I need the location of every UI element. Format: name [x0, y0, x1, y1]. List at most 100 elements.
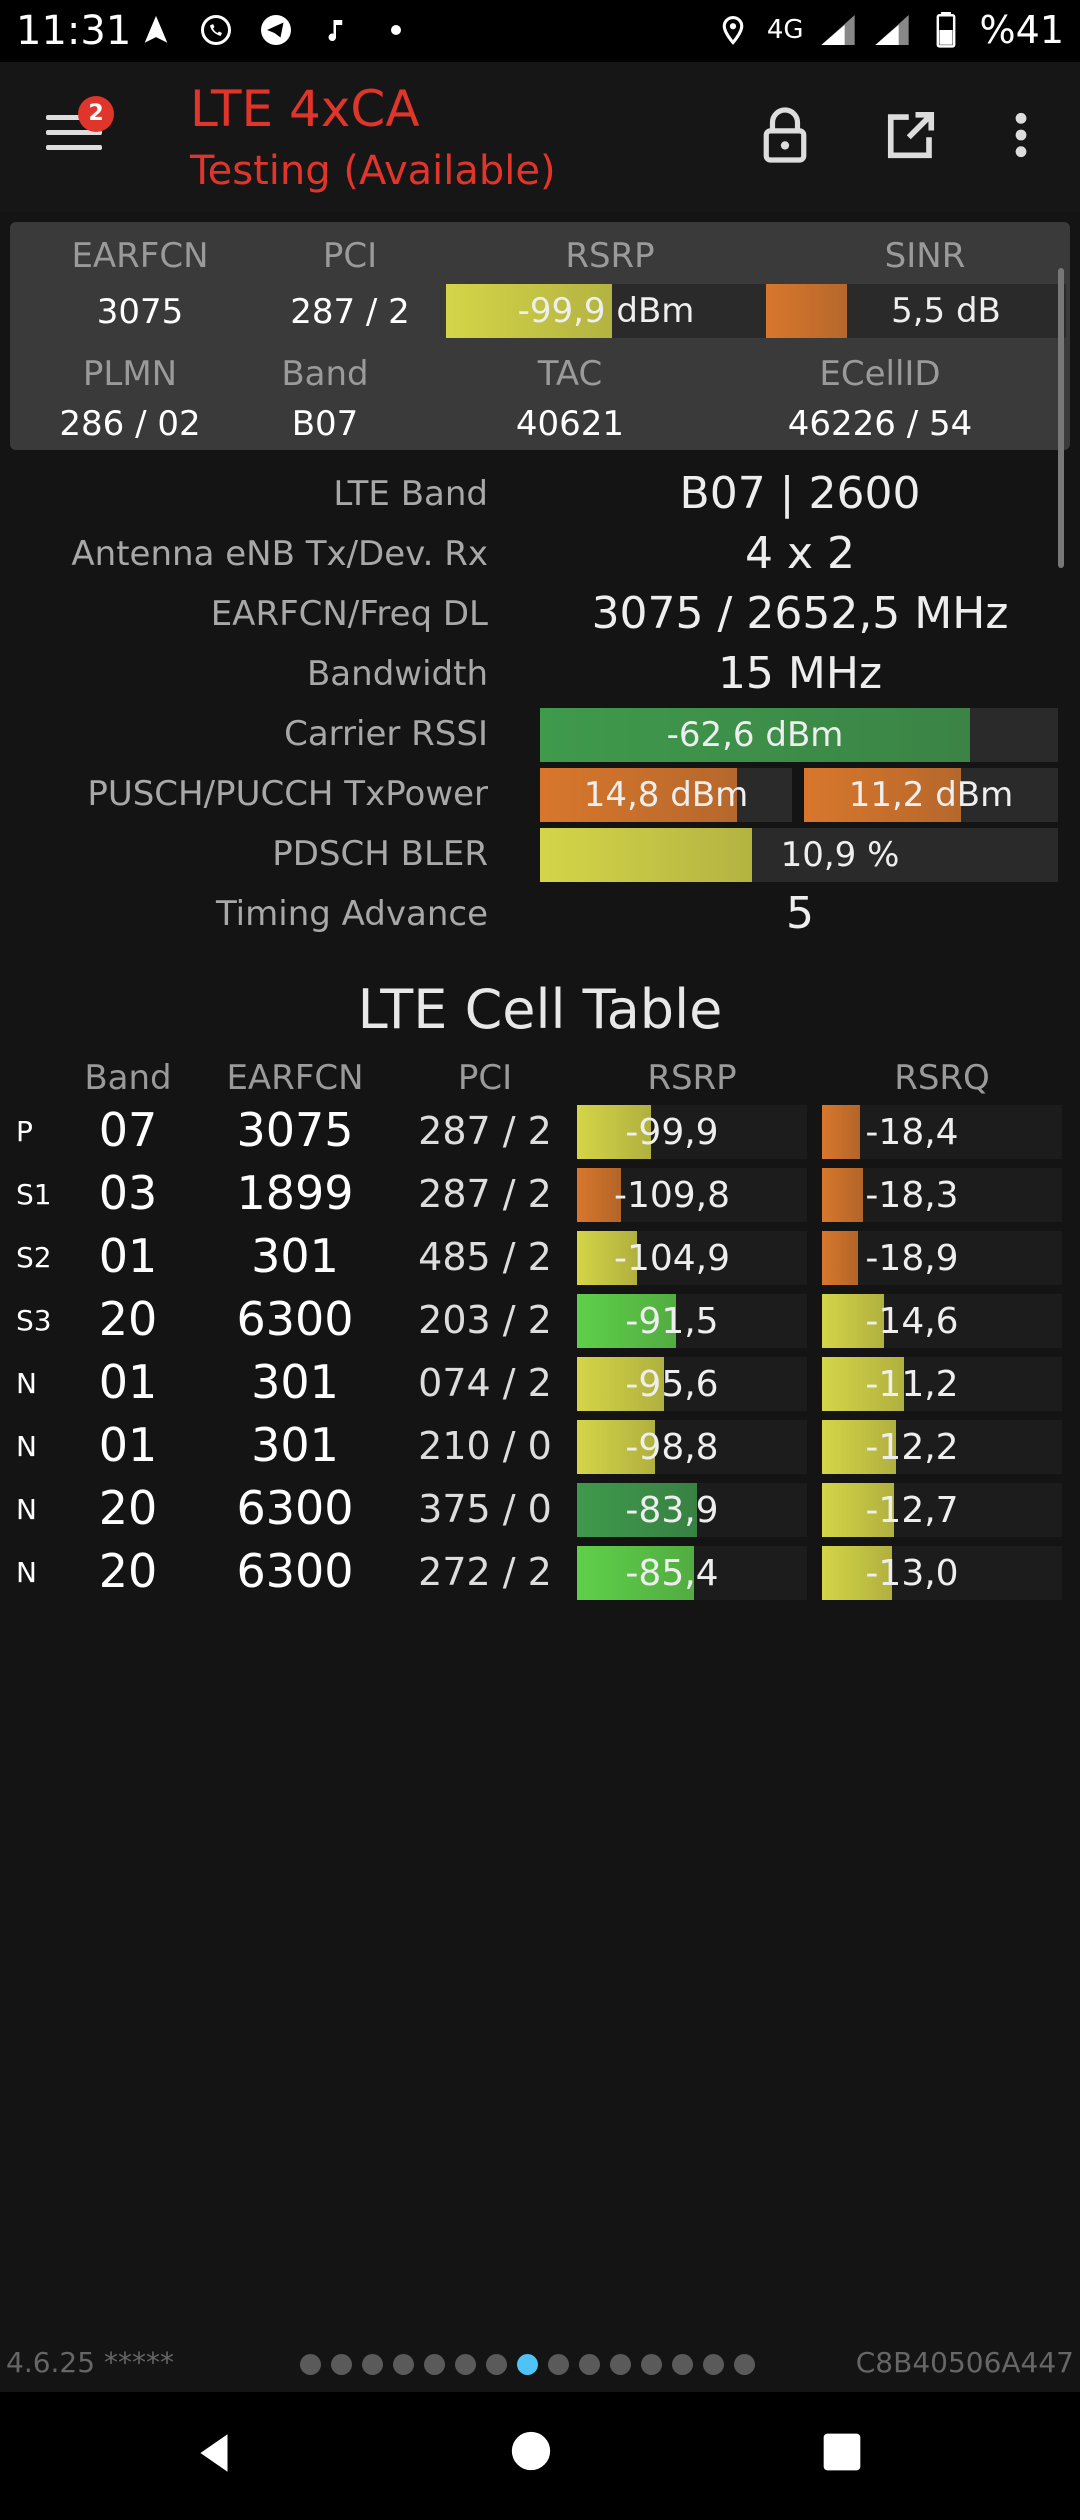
summary-sinr-fill: [766, 284, 847, 338]
summary-header-pci: PCI: [322, 236, 378, 276]
cell-rsrq-fill: [822, 1168, 863, 1222]
page-dot[interactable]: [393, 2354, 414, 2375]
cell-rsrp-value: -83,9: [625, 1489, 719, 1531]
cell-rsrq-bar: -13,0: [822, 1546, 1062, 1600]
cell-rsrp-fill: [577, 1294, 676, 1348]
cell-rsrq-value: -12,7: [865, 1489, 959, 1531]
cell-rsrq-fill: [822, 1483, 894, 1537]
cell-type: N: [16, 1556, 37, 1589]
network-type: 4G: [766, 15, 804, 45]
cell-type: S3: [16, 1304, 52, 1337]
cell-earfcn: 301: [251, 1355, 339, 1409]
antenna-value: 4 x 2: [745, 528, 855, 579]
navigation-bar: [0, 2392, 1080, 2520]
summary-plmn: 286 / 02: [59, 404, 201, 444]
app-version: 4.6.25 *****: [6, 2346, 174, 2379]
recents-icon[interactable]: [820, 2430, 880, 2490]
page-dot[interactable]: [517, 2354, 538, 2375]
page-dot[interactable]: [300, 2354, 321, 2375]
cell-band: 01: [98, 1229, 158, 1283]
page-dot[interactable]: [672, 2354, 693, 2375]
cell-rsrq-fill: [822, 1420, 897, 1474]
cell-rsrp-fill: [577, 1231, 637, 1285]
cell-rsrp-fill: [577, 1168, 621, 1222]
home-icon[interactable]: [508, 2428, 568, 2488]
table-header-pci: PCI: [457, 1058, 513, 1098]
summary-rsrp-bar: -99,9 dBm: [446, 284, 766, 338]
cell-type: N: [16, 1493, 37, 1526]
cell-rsrp-bar: -98,8: [577, 1420, 807, 1474]
cell-rsrp-value: -91,5: [625, 1300, 719, 1342]
cell-table-title: LTE Cell Table: [357, 978, 723, 1041]
status-bar: 11:31 4G %41: [0, 0, 1080, 62]
cell-rsrp-fill: [577, 1105, 651, 1159]
whatsapp-icon: [196, 10, 236, 50]
pusch-value: 14,8 dBm: [583, 775, 749, 815]
cell-earfcn: 6300: [236, 1481, 354, 1535]
cell-rsrp-bar: -95,6: [577, 1357, 807, 1411]
cell-rsrp-fill: [577, 1546, 695, 1600]
page-dot[interactable]: [703, 2354, 724, 2375]
cell-type: N: [16, 1430, 37, 1463]
cell-pci: 287 / 2: [418, 1172, 552, 1216]
page-dot[interactable]: [455, 2354, 476, 2375]
cell-pci: 272 / 2: [418, 1550, 552, 1594]
cell-rsrp-bar: -99,9: [577, 1105, 807, 1159]
antenna-label: Antenna eNB Tx/Dev. Rx: [71, 534, 488, 574]
menu-button[interactable]: [46, 115, 102, 155]
footer: 4.6.25 ***** C8B40506A447: [0, 2342, 1080, 2386]
cell-rsrp-bar: -85,4: [577, 1546, 807, 1600]
cell-type: P: [16, 1115, 33, 1148]
cell-band: 20: [98, 1544, 158, 1598]
summary-rsrp-value: -99,9 dBm: [517, 291, 695, 331]
earfcn-freq-label: EARFCN/Freq DL: [210, 594, 488, 634]
cell-rsrp-value: -85,4: [625, 1552, 719, 1594]
cell-earfcn: 3075: [236, 1103, 354, 1157]
scrollbar[interactable]: [1058, 268, 1064, 568]
page-dot[interactable]: [424, 2354, 445, 2375]
page-dot[interactable]: [734, 2354, 755, 2375]
table-header-earfcn: EARFCN: [226, 1058, 364, 1098]
cell-rsrq-fill: [822, 1294, 885, 1348]
cell-rsrq-fill: [822, 1105, 861, 1159]
page-dot[interactable]: [610, 2354, 631, 2375]
summary-sinr-bar: 5,5 dB: [766, 284, 1066, 338]
cell-rsrq-fill: [822, 1357, 904, 1411]
page-indicator[interactable]: [300, 2354, 755, 2375]
app-bar: [0, 62, 1080, 212]
cell-rsrp-bar: -104,9: [577, 1231, 807, 1285]
table-row: S3 20 6300 203 / 2 -91,5 -14,6: [0, 1292, 1080, 1352]
earfcn-freq-value: 3075 / 2652,5 MHz: [591, 588, 1009, 639]
summary-ecellid: 46226 / 54: [787, 404, 973, 444]
cell-band: 20: [98, 1481, 158, 1535]
more-vert-icon[interactable]: [986, 100, 1056, 170]
pusch-fill: [540, 768, 737, 822]
lte-band-label: LTE Band: [333, 474, 488, 514]
cell-pci: 210 / 0: [418, 1424, 552, 1468]
cell-band: 01: [98, 1355, 158, 1409]
table-row: N 01 301 074 / 2 -95,6 -11,2: [0, 1355, 1080, 1415]
page-dot[interactable]: [548, 2354, 569, 2375]
cell-rsrq-bar: -12,2: [822, 1420, 1062, 1474]
back-icon[interactable]: [190, 2428, 250, 2488]
open-external-icon[interactable]: [876, 100, 946, 170]
page-dot[interactable]: [331, 2354, 352, 2375]
cell-rsrp-fill: [577, 1483, 697, 1537]
page-dot[interactable]: [579, 2354, 600, 2375]
cell-type: S2: [16, 1241, 52, 1274]
page-dot[interactable]: [362, 2354, 383, 2375]
page-dot[interactable]: [641, 2354, 662, 2375]
table-row: P 07 3075 287 / 2 -99,9 -18,4: [0, 1103, 1080, 1163]
cell-rsrp-fill: [577, 1357, 665, 1411]
cell-rsrq-value: -12,2: [865, 1426, 959, 1468]
page-dot[interactable]: [486, 2354, 507, 2375]
txpower-label: PUSCH/PUCCH TxPower: [87, 774, 488, 814]
page-subtitle: Testing (Available): [190, 148, 556, 194]
navigation-arrow-icon: [136, 10, 176, 50]
summary-band: B07: [291, 404, 359, 444]
lock-icon[interactable]: [750, 100, 820, 170]
cell-rsrq-bar: -18,4: [822, 1105, 1062, 1159]
cell-rsrq-bar: -18,9: [822, 1231, 1062, 1285]
pucch-value: 11,2 dBm: [848, 775, 1014, 815]
lte-band-value: B07 | 2600: [679, 468, 921, 519]
